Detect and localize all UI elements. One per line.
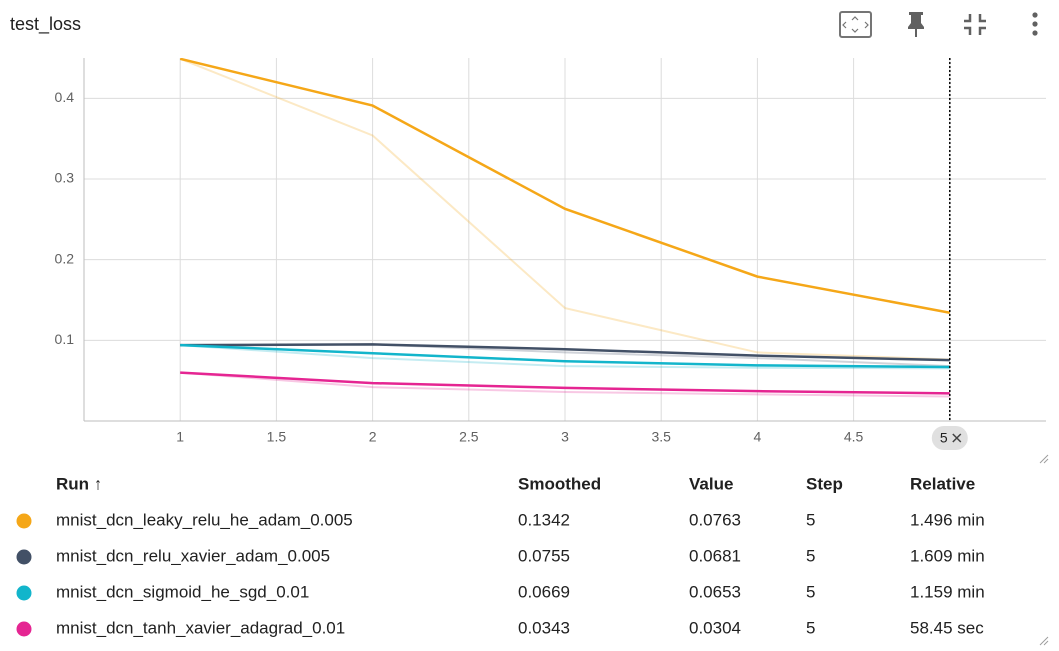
legend-entry: mnist_dcn_tanh_xavier_adagrad_0.01 [56, 618, 345, 637]
cursor-label-box [931, 426, 968, 450]
table-cell: 0.0755 [518, 546, 570, 565]
column-header: Step [806, 474, 843, 493]
legend-marker [16, 513, 32, 529]
x-tick-label: 2 [369, 429, 377, 445]
column-header: Run ↑ [56, 474, 102, 493]
x-tick-label: 3 [561, 429, 569, 445]
x-tick-label: 1 [176, 429, 184, 445]
axis-labels: 0.1 0.2 0.3 0.4 1 1.5 2 2.5 3 3.5 4 4.5 [55, 89, 864, 445]
y-tick-label: 0.4 [55, 89, 75, 105]
raw-line [180, 344, 950, 370]
table-cell: 5 [806, 510, 815, 529]
cursor: 5 [931, 58, 968, 450]
y-tick-label: 0.2 [55, 250, 75, 266]
x-tick-label: 2.5 [459, 429, 479, 445]
plot-area [179, 58, 951, 398]
table-cell: 1.496 min [910, 510, 985, 529]
legend-entry: mnist_dcn_sigmoid_he_sgd_0.01 [56, 582, 309, 601]
x-tick-label: 3.5 [651, 429, 671, 445]
table-cell: 0.1342 [518, 510, 570, 529]
smoothed-line [180, 371, 950, 395]
legend-marker [16, 621, 32, 637]
pin-button[interactable] [908, 12, 924, 37]
table-cell: 0.0304 [689, 618, 741, 637]
table-cell: 1.609 min [910, 546, 985, 565]
resize-handle[interactable] [1039, 454, 1049, 464]
legend-marker [16, 585, 32, 601]
x-tick-label: 4 [754, 429, 762, 445]
column-header: Relative [910, 474, 975, 493]
cursor-close-icon [952, 433, 962, 443]
smoothed-line [179, 58, 951, 314]
y-tick-label: 0.3 [55, 170, 75, 186]
table-cell: 58.45 sec [910, 618, 984, 637]
table-cell: 1.159 min [910, 582, 985, 601]
legend-marker [16, 549, 32, 565]
column-header: Value [689, 474, 733, 493]
y-tick-label: 0.1 [55, 331, 75, 347]
table-cell: 5 [806, 618, 815, 637]
table-cell: 0.0653 [689, 582, 741, 601]
column-header: Smoothed [518, 474, 601, 493]
runs-table: Run ↑ Smoothed Value Step Relative mnist_dcn_… [16, 474, 985, 637]
x-tick-label: 4.5 [844, 429, 864, 445]
chart-title: test_loss [10, 14, 81, 35]
table-cell: 0.0343 [518, 618, 570, 637]
cursor-label: 5 [940, 430, 948, 446]
x-tick-label: 1.5 [267, 429, 287, 445]
table-cell: 5 [806, 546, 815, 565]
collapse-button[interactable] [964, 14, 986, 35]
more-menu-button[interactable] [1032, 12, 1038, 36]
table-cell: 5 [806, 582, 815, 601]
raw-line [180, 371, 950, 398]
toolbar [839, 11, 1038, 38]
fit-domain-button[interactable] [839, 11, 872, 38]
table-cell: 0.0763 [689, 510, 741, 529]
table-cell: 0.0681 [689, 546, 741, 565]
raw-line [179, 58, 950, 361]
table-cell: 0.0669 [518, 582, 570, 601]
smoothed-line [180, 343, 950, 369]
resize-handle[interactable] [1039, 636, 1049, 646]
legend-entry: mnist_dcn_leaky_relu_he_adam_0.005 [56, 510, 353, 529]
legend-entry: mnist_dcn_relu_xavier_adam_0.005 [56, 546, 330, 565]
smoothed-line [180, 343, 950, 362]
